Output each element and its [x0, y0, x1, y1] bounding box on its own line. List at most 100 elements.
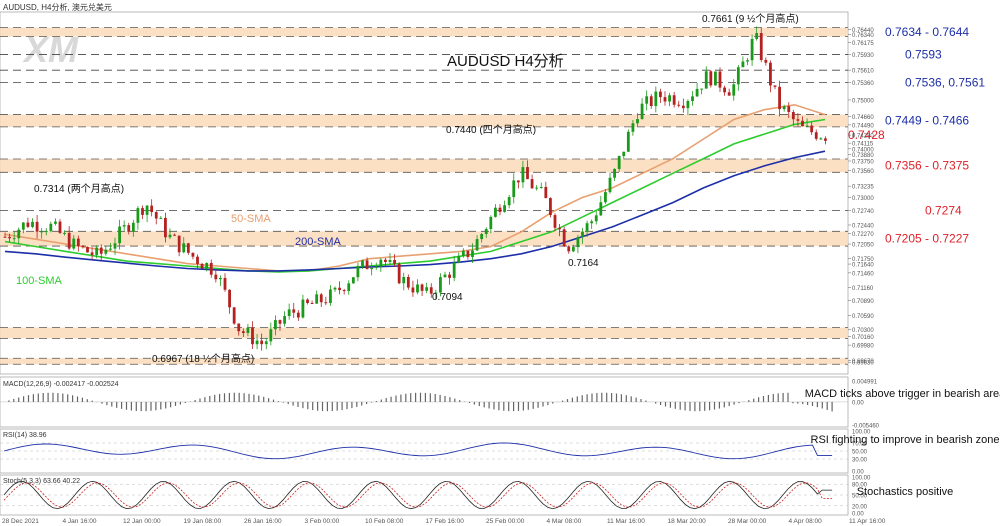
candle-body	[480, 234, 484, 240]
candle-body	[310, 302, 314, 304]
candle-body	[810, 125, 814, 133]
candle-body	[714, 71, 717, 86]
candle-body	[246, 327, 250, 333]
y-tick-label: 0.70300	[852, 328, 874, 334]
candle-body	[617, 156, 621, 169]
zone-label: 0.7356 - 0.7375	[885, 159, 969, 173]
x-tick-label: 25 Feb 00:00	[486, 518, 525, 525]
candle-body	[429, 287, 433, 294]
y-tick-label: 0.74660	[852, 115, 874, 121]
candle-body	[122, 225, 126, 227]
candle-body	[594, 215, 598, 222]
candle-body	[649, 96, 653, 107]
candle-body	[315, 294, 319, 304]
candle-body	[553, 215, 557, 228]
candle-body	[746, 60, 749, 62]
candle-body	[63, 232, 66, 234]
candle-body	[581, 231, 584, 238]
candle-body	[549, 198, 552, 216]
candle-body	[54, 221, 57, 224]
macd-tick-label: 0.004991	[852, 380, 878, 386]
y-tick-label: 0.73750	[852, 160, 874, 166]
stoch-d-line	[3, 482, 833, 508]
y-tick-label: 0.71460	[852, 271, 874, 277]
candle-body	[351, 277, 355, 284]
y-tick-label: 0.71640	[852, 263, 874, 269]
candle-body	[154, 212, 158, 219]
zone-label: 0.7449 - 0.7466	[885, 114, 969, 128]
candle-body	[544, 186, 548, 199]
candle-body	[691, 96, 694, 101]
candle-body	[292, 309, 296, 313]
candle-body	[681, 105, 685, 109]
y-tick-label: 0.76440	[852, 28, 874, 34]
stoch-tick-label: 80.00	[852, 483, 868, 489]
candle-body	[461, 250, 465, 256]
stoch-tick-label: 100.00	[852, 476, 871, 482]
x-tick-label: 11 Mar 16:00	[607, 518, 645, 525]
y-tick-label: 0.75930	[852, 53, 874, 59]
y-tick-label: 0.76340	[852, 33, 874, 39]
candle-body	[384, 259, 387, 262]
candle-body	[636, 119, 639, 124]
candle-body	[95, 247, 99, 255]
candle-body	[278, 320, 282, 324]
x-tick-label: 12 Jan 00:00	[123, 518, 161, 525]
macd-label: MACD(12,26,9) -0.002417 -0.002524	[3, 381, 119, 388]
candle-body	[136, 208, 140, 223]
candle-body	[755, 33, 759, 39]
price-annotation: 0.7661 (9 ½个月高点)	[702, 12, 799, 25]
candle-body	[750, 38, 754, 61]
x-tick-label: 17 Feb 16:00	[426, 518, 465, 525]
candle-body	[608, 177, 612, 193]
candle-body	[90, 252, 94, 255]
y-tick-label: 0.72050	[852, 243, 874, 249]
current-price-label: 0.7428	[848, 128, 885, 142]
y-tick-label: 0.76175	[852, 41, 874, 47]
candle-body	[576, 237, 580, 248]
candle-body	[530, 179, 534, 189]
x-tick-label: 10 Feb 08:00	[365, 518, 404, 525]
candle-body	[599, 202, 603, 216]
sma-line	[4, 118, 826, 273]
candle-body	[736, 67, 740, 85]
y-tick-label: 0.73235	[852, 185, 874, 191]
rsi-tick-label: 50.00	[852, 450, 868, 456]
candle-body	[8, 236, 11, 239]
candle-body	[223, 277, 227, 290]
candle-body	[237, 323, 241, 332]
candle-body	[420, 284, 424, 291]
candle-body	[457, 255, 461, 263]
candle-body	[347, 283, 351, 291]
candle-body	[177, 235, 181, 253]
zone-label: 0.7634 - 0.7644	[885, 25, 969, 39]
candle-body	[512, 180, 516, 198]
x-tick-label: 28 Mar 00:00	[728, 518, 767, 525]
candle-body	[35, 221, 39, 232]
candle-body	[448, 274, 451, 278]
candle-body	[365, 260, 369, 270]
candle-body	[86, 247, 89, 253]
level-label: 0.7536, 0.7561	[905, 75, 985, 89]
candle-body	[209, 262, 213, 275]
price-annotation: 0.7094	[432, 292, 463, 303]
candle-body	[131, 222, 135, 232]
candle-body	[494, 207, 497, 217]
candle-body	[393, 260, 396, 264]
candle-body	[21, 222, 25, 230]
x-tick-label: 19 Jan 08:00	[184, 518, 222, 525]
y-tick-label: 0.73000	[852, 196, 874, 202]
candle-body	[645, 96, 649, 104]
candle-body	[164, 217, 167, 238]
candle-body	[484, 229, 488, 235]
candle-body	[99, 247, 103, 254]
candle-body	[228, 289, 231, 308]
y-tick-label: 0.69980	[852, 344, 874, 350]
candle-body	[338, 287, 341, 291]
candle-body	[109, 248, 112, 250]
candle-body	[640, 103, 644, 120]
candle-body	[173, 234, 176, 236]
price-panel	[0, 11, 849, 375]
candle-body	[723, 87, 726, 93]
